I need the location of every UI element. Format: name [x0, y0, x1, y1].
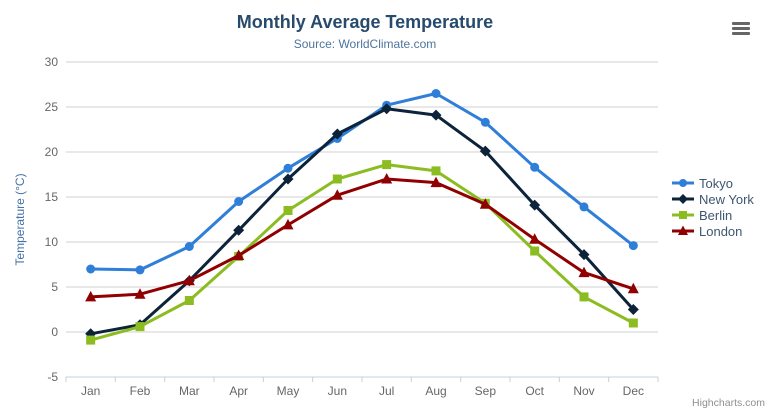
legend-item-label: Tokyo — [699, 175, 733, 191]
x-axis-category-label: Aug — [425, 384, 446, 398]
legend-item-new-york[interactable]: New York — [672, 191, 754, 207]
data-point-marker[interactable] — [627, 304, 639, 315]
data-point-marker[interactable] — [233, 249, 245, 261]
x-axis-category-label: Nov — [573, 384, 594, 398]
data-point-marker[interactable] — [530, 246, 540, 256]
data-point-marker[interactable] — [529, 233, 541, 244]
data-point-marker[interactable] — [579, 202, 589, 212]
series-line — [89, 107, 635, 336]
data-point-marker[interactable] — [430, 176, 442, 188]
data-point-marker[interactable] — [183, 274, 195, 286]
data-point-marker[interactable] — [184, 242, 194, 251]
y-axis-tick-label: 15 — [45, 190, 59, 204]
y-axis-tick-label: -5 — [47, 370, 58, 384]
legend-item-label: Berlin — [699, 207, 733, 223]
data-point-marker[interactable] — [86, 264, 96, 274]
y-axis-tick-label: 30 — [45, 55, 59, 69]
data-point-marker[interactable] — [233, 224, 245, 236]
legend-item-tokyo[interactable]: Tokyo — [672, 175, 754, 191]
data-point-marker[interactable] — [628, 241, 638, 251]
y-axis-tick-label: 25 — [45, 100, 59, 114]
data-point-marker[interactable] — [135, 322, 145, 332]
data-point-marker[interactable] — [332, 174, 342, 184]
data-point-marker[interactable] — [679, 179, 687, 187]
legend-item-berlin[interactable]: Berlin — [672, 207, 754, 223]
y-axis-tick-label: 0 — [51, 325, 58, 339]
data-point-marker[interactable] — [283, 206, 293, 215]
x-axis-category-label: May — [277, 384, 300, 398]
data-point-marker[interactable] — [530, 162, 540, 172]
y-axis-tick-label: 5 — [51, 280, 58, 294]
legend-marker-icon — [672, 211, 694, 219]
data-point-marker[interactable] — [283, 163, 293, 173]
data-point-marker[interactable] — [234, 197, 244, 206]
series-new-york[interactable] — [85, 103, 639, 340]
series-tokyo[interactable] — [86, 89, 638, 275]
data-point-marker[interactable] — [381, 103, 393, 115]
legend-marker-icon — [672, 225, 694, 236]
data-point-marker[interactable] — [331, 189, 343, 200]
data-point-marker[interactable] — [135, 265, 145, 275]
x-axis-category-label: Oct — [525, 384, 544, 398]
data-point-marker[interactable] — [431, 89, 441, 98]
x-axis-category-label: Apr — [229, 384, 248, 398]
data-point-marker[interactable] — [678, 225, 688, 236]
data-point-marker[interactable] — [430, 109, 442, 121]
data-point-marker[interactable] — [529, 199, 541, 211]
data-point-marker[interactable] — [678, 194, 688, 204]
series-line — [89, 177, 635, 299]
data-point-marker[interactable] — [134, 288, 146, 299]
legend-item-london[interactable]: London — [672, 223, 754, 239]
y-axis-tick-label: 20 — [45, 145, 59, 159]
x-axis-category-label: Feb — [130, 384, 151, 398]
data-point-marker[interactable] — [382, 160, 392, 170]
data-point-marker[interactable] — [282, 218, 294, 230]
data-point-marker[interactable] — [480, 117, 490, 127]
y-axis-tick-label: 10 — [45, 235, 59, 249]
x-axis-category-label: Jun — [328, 384, 347, 398]
x-axis-category-label: Jul — [379, 384, 394, 398]
data-point-marker[interactable] — [579, 292, 589, 302]
chart-context-menu-button[interactable] — [732, 20, 750, 36]
series-line — [89, 163, 635, 342]
data-point-marker[interactable] — [578, 249, 590, 261]
data-point-marker[interactable] — [381, 173, 393, 184]
data-point-marker[interactable] — [86, 335, 96, 345]
data-point-marker[interactable] — [85, 290, 97, 302]
legend: Tokyo New York Berlin London — [672, 175, 754, 239]
legend-item-label: New York — [699, 191, 754, 207]
data-point-marker[interactable] — [479, 145, 491, 157]
data-point-marker[interactable] — [628, 318, 638, 328]
credits-link[interactable]: Highcharts.com — [692, 397, 765, 409]
chart-subtitle: Source: WorldClimate.com — [293, 37, 437, 51]
x-axis-category-label: Mar — [179, 384, 200, 398]
hamburger-icon — [732, 21, 750, 35]
x-axis-category-label: Dec — [623, 384, 644, 398]
chart-title: Monthly Average Temperature — [236, 12, 494, 32]
series-berlin[interactable] — [86, 160, 638, 345]
data-point-marker[interactable] — [184, 296, 194, 305]
data-point-marker[interactable] — [282, 173, 294, 185]
data-point-marker[interactable] — [679, 211, 687, 219]
data-point-marker[interactable] — [479, 198, 491, 209]
data-point-marker[interactable] — [627, 282, 639, 294]
legend-item-label: London — [699, 223, 743, 239]
x-axis-category-label: Sep — [475, 384, 497, 398]
legend-marker-icon — [672, 179, 694, 187]
x-axis-category-label: Jan — [81, 384, 100, 398]
series-london[interactable] — [85, 173, 639, 302]
data-point-marker[interactable] — [431, 166, 441, 176]
data-point-marker[interactable] — [331, 128, 343, 140]
data-point-marker[interactable] — [578, 266, 590, 278]
legend-marker-icon — [672, 194, 694, 204]
y-axis-title: Temperature (°C) — [13, 173, 27, 265]
